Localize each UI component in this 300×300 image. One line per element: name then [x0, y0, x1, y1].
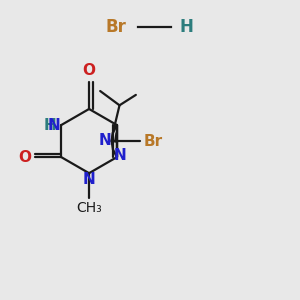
- Text: H: H: [180, 18, 194, 36]
- Text: Br: Br: [143, 134, 162, 148]
- Text: O: O: [82, 63, 96, 78]
- Text: CH₃: CH₃: [76, 201, 102, 215]
- Text: N: N: [83, 172, 95, 187]
- Text: Br: Br: [105, 18, 126, 36]
- Text: H: H: [44, 118, 57, 133]
- Text: O: O: [19, 150, 32, 165]
- Text: N: N: [48, 118, 61, 133]
- Text: N: N: [114, 148, 126, 163]
- Text: N: N: [99, 133, 112, 148]
